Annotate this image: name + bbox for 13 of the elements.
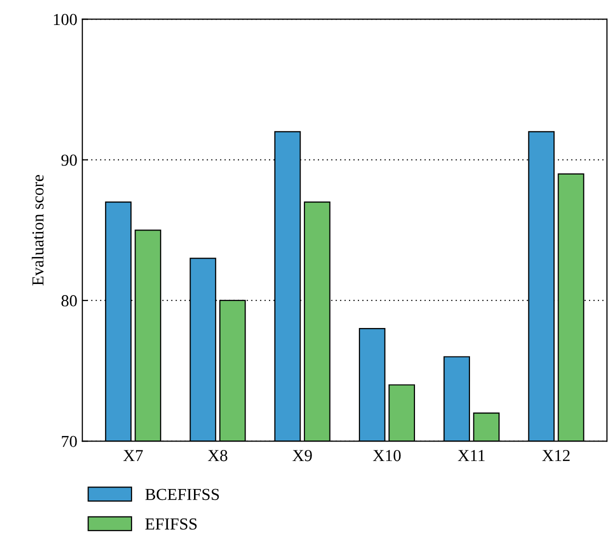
x-tick-label: X9 [292, 450, 312, 462]
legend-label: EFIFSS [145, 518, 197, 530]
x-tick-label: X12 [542, 450, 570, 462]
legend-label: BCEFIFSS [145, 488, 219, 500]
x-tick-label: X11 [458, 450, 485, 462]
y-tick-label: 80 [61, 295, 77, 306]
x-tick-label: X10 [372, 450, 401, 462]
y-tick-label: 100 [54, 14, 77, 26]
y-tick-label: 70 [62, 436, 77, 448]
y-axis-title: Evaluation score [32, 174, 44, 286]
y-tick-label: 90 [61, 154, 77, 166]
x-tick-label: X8 [208, 450, 228, 462]
x-tick-label: X7 [123, 450, 143, 462]
